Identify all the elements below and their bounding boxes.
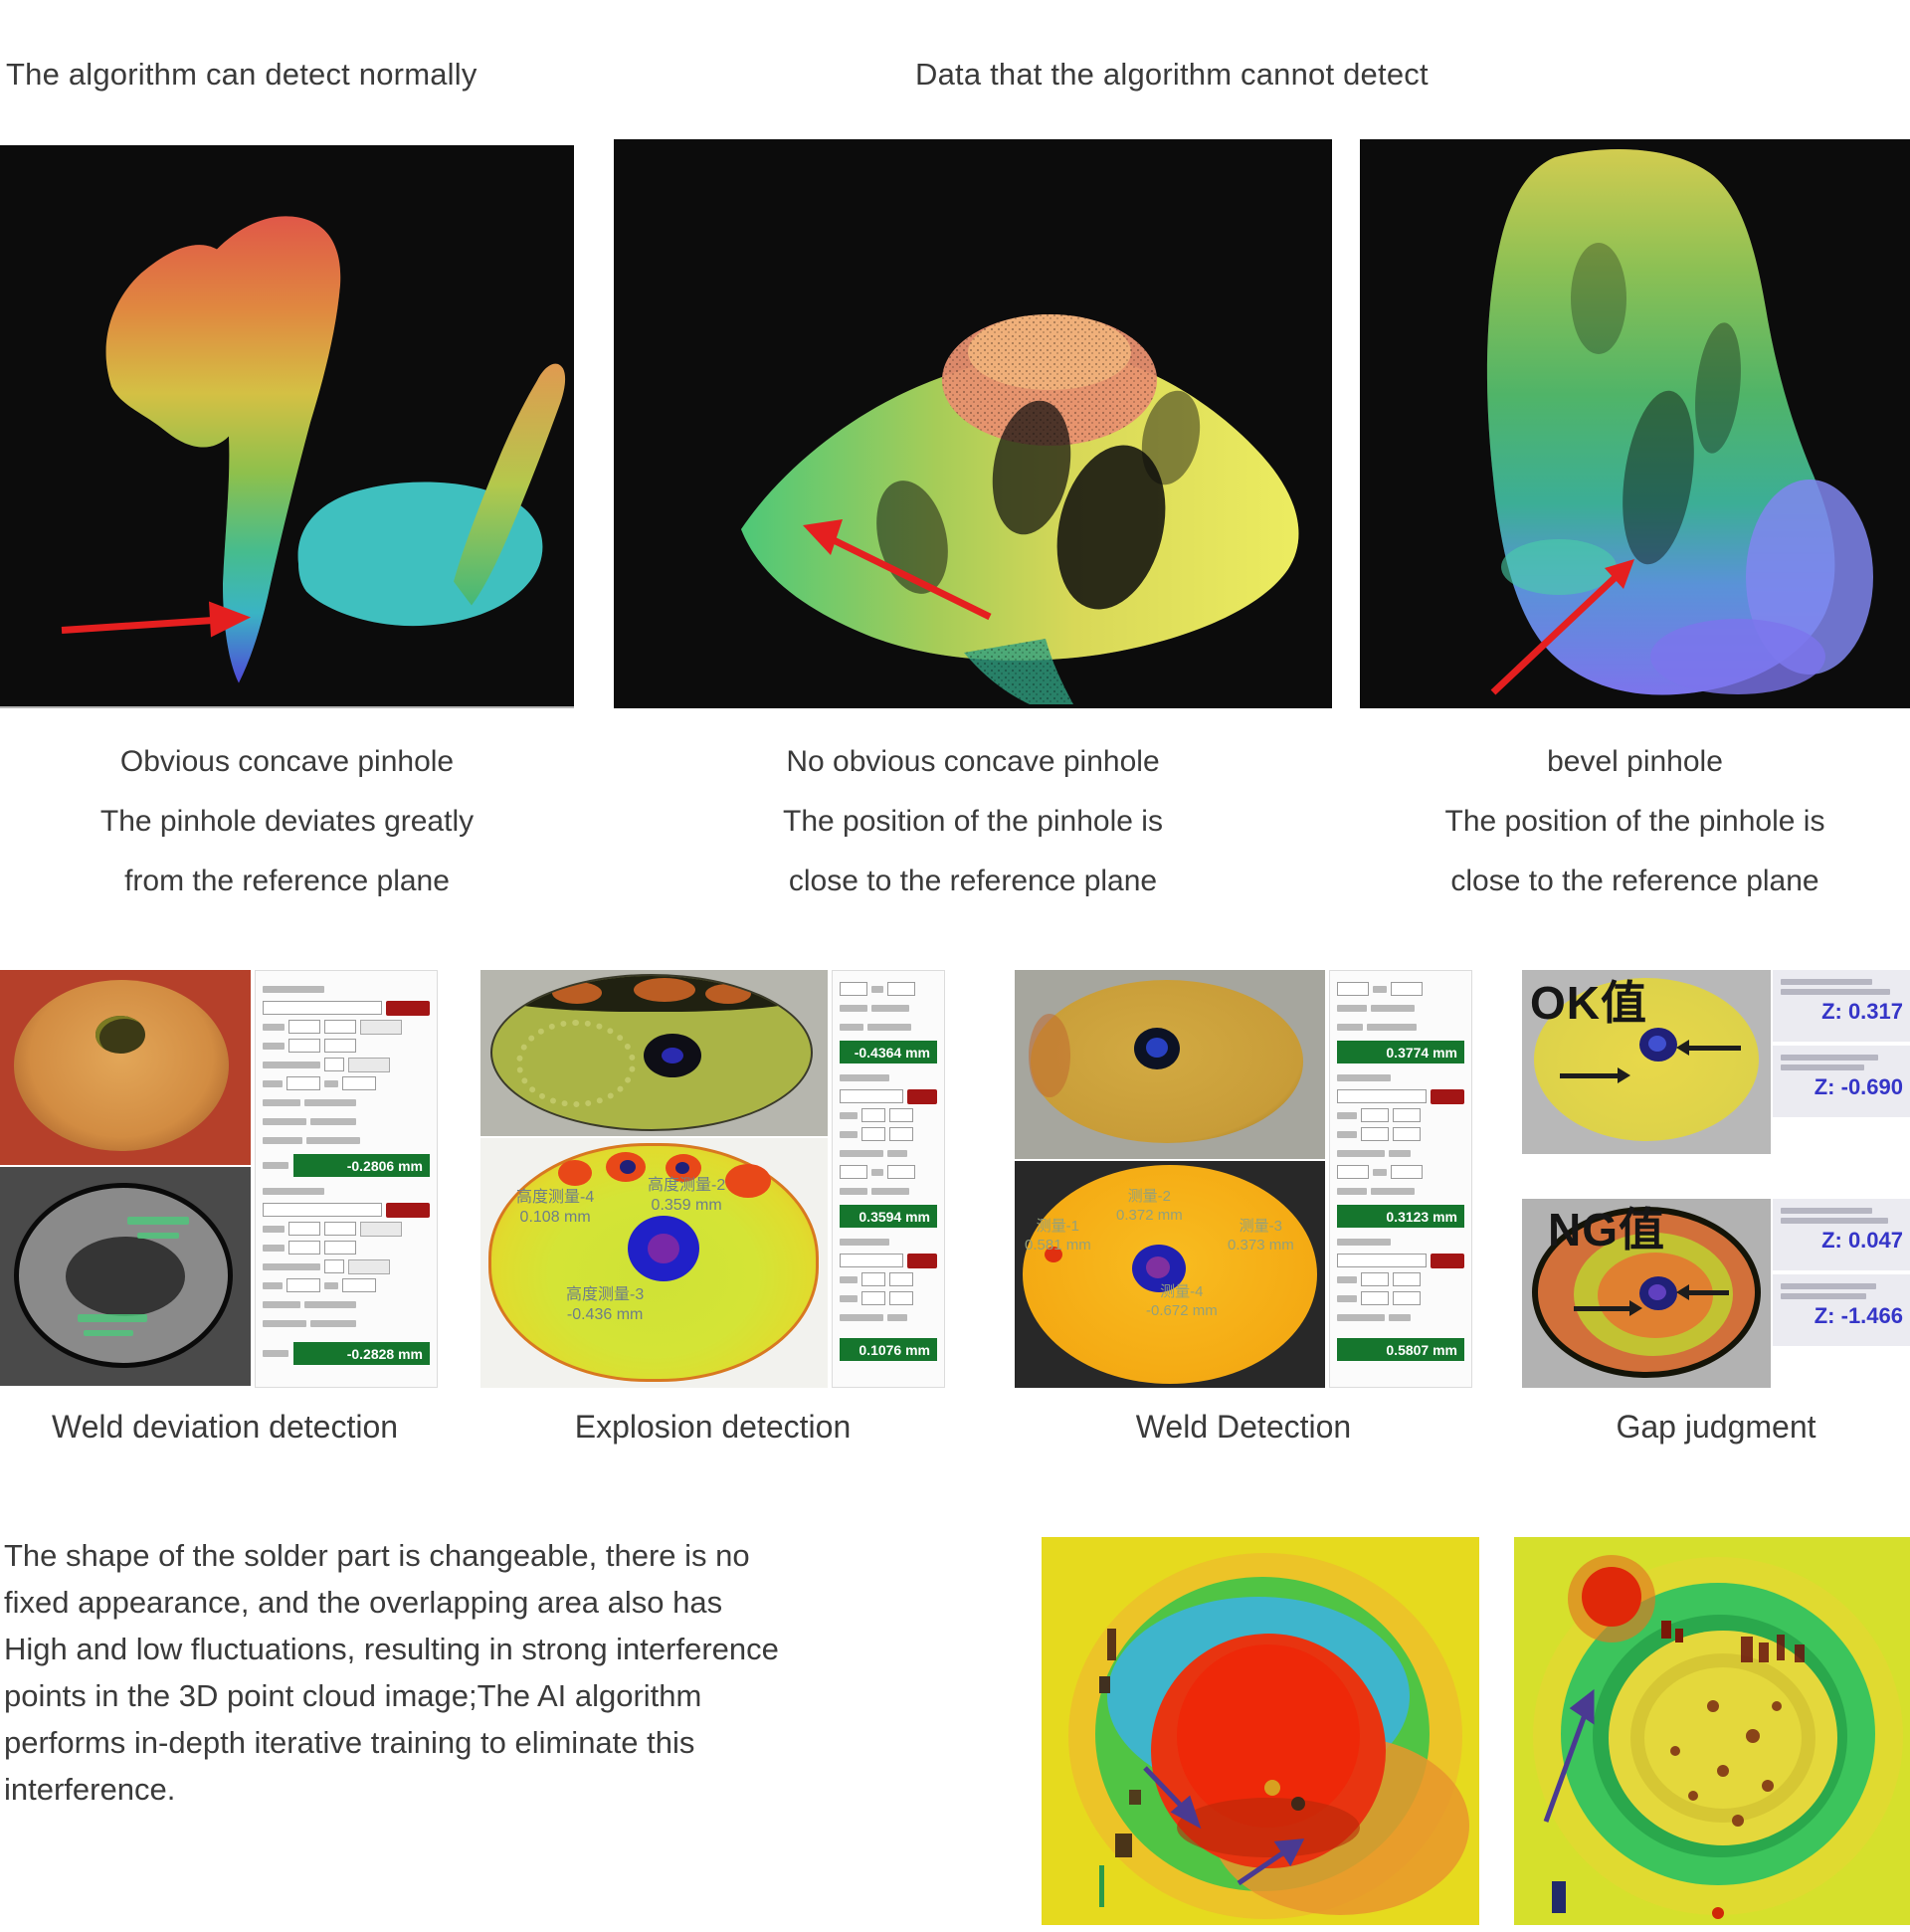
height-annotation: 高度测量-2 0.359 mm	[648, 1177, 726, 1214]
ok-label: OK值	[1530, 977, 1647, 1029]
caption-panel-2: Explosion detection	[574, 1409, 852, 1445]
height-annotation: 高度测量-3 -0.436 mm	[566, 1286, 645, 1323]
result-value-bar: 0.3123 mm	[1337, 1205, 1464, 1228]
red-arrow-icon	[61, 601, 251, 638]
pointcloud-image-3	[1360, 139, 1910, 708]
weld-detection-control-panel: 0.3774 mm 0.3123 mm 0.5807 mm	[1329, 970, 1472, 1388]
height-annotation: 高度测量-4 0.108 mm	[516, 1189, 595, 1226]
red-arrow-icon	[1490, 559, 1634, 695]
z-value: Z: 0.317	[1821, 999, 1903, 1024]
measure-annotation: 测量-3 0.373 mm	[1228, 1218, 1294, 1254]
gap-ok-photo	[1522, 970, 1771, 1154]
ng-zbox-2: Z: -1.466	[1773, 1274, 1910, 1346]
ok-zbox-2: Z: -0.690	[1773, 1046, 1910, 1117]
explosion-heatmap-bottom: 高度测量-4 0.108 mm 高度测量-2 0.359 mm 高度测量-3 -…	[480, 1138, 828, 1388]
pointcloud-image-2	[614, 139, 1332, 708]
gap-arrow-icon	[1676, 1040, 1741, 1056]
result-value-bar: 0.1076 mm	[840, 1338, 937, 1361]
caption-pointcloud-2: No obvious concave pinhole The position …	[783, 745, 1163, 897]
explosion-control-panel: -0.4364 mm 0.3594 mm 0.1076 mm	[832, 970, 945, 1388]
solder-heatmap-1-graphic	[1042, 1537, 1479, 1925]
execute-button	[907, 1253, 937, 1268]
secondary-button	[348, 1258, 390, 1274]
result-value-bar: 0.3774 mm	[1337, 1041, 1464, 1063]
execute-button	[386, 1000, 430, 1016]
weld-detection-photo-top	[1015, 970, 1325, 1159]
header-right: Data that the algorithm cannot detect	[915, 57, 1429, 92]
result-value-bar: 0.3594 mm	[840, 1205, 937, 1228]
ng-label: NG值	[1548, 1204, 1665, 1256]
secondary-button	[348, 1057, 390, 1072]
z-value: Z: -1.466	[1814, 1303, 1903, 1328]
measure-annotation: 测量-1 0.581 mm	[1025, 1218, 1091, 1254]
weld-deviation-photo-top	[0, 970, 251, 1165]
result-value-bar: -0.2806 mm	[293, 1154, 430, 1177]
gap-ng-photo	[1522, 1199, 1771, 1388]
explosion-photo-top	[480, 970, 828, 1136]
solder-heatmap-2	[1514, 1537, 1910, 1925]
bottom-paragraph: The shape of the solder part is changeab…	[4, 1538, 779, 1807]
solder-heatmap-1	[1042, 1537, 1479, 1925]
pointcloud-1-graphic	[0, 145, 574, 706]
caption-panel-3: Weld Detection	[1135, 1409, 1352, 1445]
gap-arrow-icon	[1560, 1067, 1630, 1083]
ng-zbox-1: Z: 0.047	[1773, 1199, 1910, 1270]
pointcloud-image-1	[0, 145, 574, 708]
red-arrow-icon	[803, 519, 992, 621]
weld-deviation-control-panel: -0.2806 mm -0.2828 mm	[255, 970, 438, 1388]
result-value-bar: 0.5807 mm	[1337, 1338, 1464, 1361]
measure-annotation: 测量-4 -0.672 mm	[1146, 1283, 1218, 1319]
ok-zbox-1: Z: 0.317	[1773, 970, 1910, 1042]
caption-pointcloud-3: bevel pinhole The position of the pinhol…	[1444, 745, 1825, 897]
gap-arrow-icon	[1676, 1284, 1729, 1300]
secondary-button	[360, 1221, 402, 1237]
result-value-bar: -0.2828 mm	[293, 1342, 430, 1365]
execute-button	[1431, 1088, 1464, 1104]
execute-button	[907, 1088, 937, 1104]
z-value: Z: 0.047	[1821, 1228, 1903, 1253]
execute-button	[386, 1202, 430, 1218]
secondary-button	[360, 1019, 402, 1035]
result-value-bar: -0.4364 mm	[840, 1041, 937, 1063]
caption-panel-4: Gap judgment	[1616, 1409, 1816, 1445]
gap-arrow-icon	[1574, 1300, 1642, 1316]
pointcloud-2-graphic	[614, 139, 1332, 708]
execute-button	[1431, 1253, 1464, 1268]
z-value: Z: -0.690	[1814, 1074, 1903, 1099]
weld-deviation-photo-bottom	[0, 1167, 251, 1386]
solder-heatmap-2-graphic	[1514, 1537, 1910, 1925]
caption-pointcloud-1: Obvious concave pinhole The pinhole devi…	[99, 745, 475, 897]
caption-panel-1: Weld deviation detection	[51, 1409, 399, 1445]
weld-detection-heatmap-bottom: 测量-1 0.581 mm 测量-2 0.372 mm 测量-4 -0.672 …	[1015, 1161, 1325, 1388]
purple-arrow-icon	[1543, 1688, 1595, 1823]
measure-annotation: 测量-2 0.372 mm	[1116, 1188, 1183, 1224]
purple-arrow-icon	[1143, 1766, 1305, 1886]
pointcloud-3-graphic	[1360, 139, 1910, 708]
header-left: The algorithm can detect normally	[6, 57, 478, 92]
